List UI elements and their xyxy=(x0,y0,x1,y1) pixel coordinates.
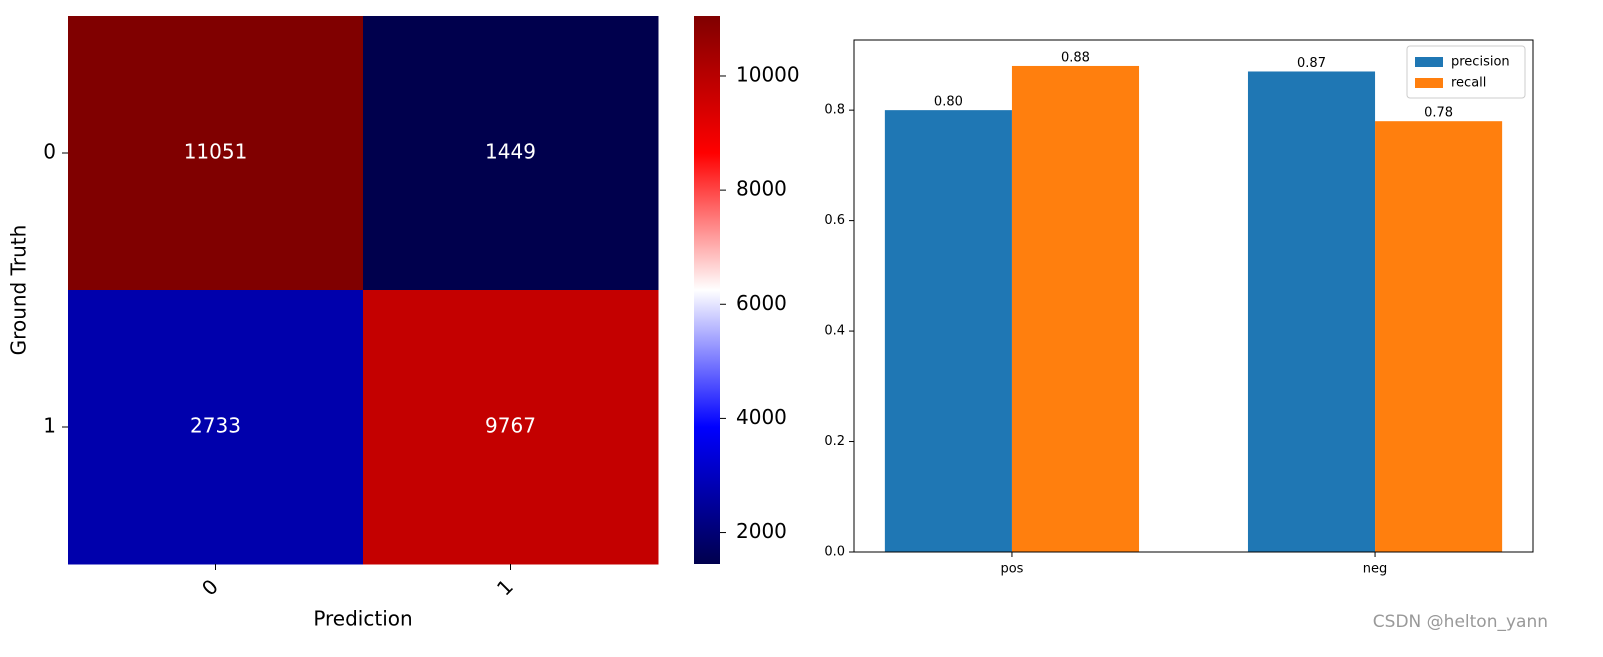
bar-value-label: 0.87 xyxy=(1297,56,1326,71)
y-tick-label: 0.8 xyxy=(824,103,845,118)
x-tick-label: neg xyxy=(1363,562,1388,577)
bar xyxy=(884,110,1012,552)
y-tick-label: 0.2 xyxy=(824,434,845,449)
heatmap-cell xyxy=(68,290,364,565)
y-tick-label: 0.6 xyxy=(824,213,845,228)
colorbar-tick-label: 4000 xyxy=(736,405,787,429)
x-tick-label: 0 xyxy=(197,574,223,600)
legend-swatch xyxy=(1415,78,1443,88)
y-axis-label: Ground Truth xyxy=(7,225,31,356)
bar xyxy=(1375,121,1503,552)
bar-value-label: 0.88 xyxy=(1061,50,1090,65)
colorbar-tick-label: 8000 xyxy=(736,177,787,201)
bar xyxy=(1011,65,1140,552)
x-tick-label: pos xyxy=(1000,562,1023,577)
colorbar-tick-label: 6000 xyxy=(736,291,787,315)
y-tick-label: 0 xyxy=(43,140,56,164)
y-tick-label: 0.4 xyxy=(824,324,845,339)
plot-frame xyxy=(853,39,1534,553)
bar-value-label: 0.80 xyxy=(934,95,963,110)
y-tick-label: 0.0 xyxy=(824,545,845,560)
bar-value-label: 0.78 xyxy=(1424,106,1453,121)
cell-label: 9767 xyxy=(485,414,536,438)
cell-label: 2733 xyxy=(190,414,241,438)
heatmap-cell xyxy=(363,290,659,565)
cell-label: 11051 xyxy=(184,140,248,164)
colorbar-tick-label: 2000 xyxy=(736,519,787,543)
colorbar xyxy=(694,16,720,564)
colorbar-tick-label: 10000 xyxy=(736,62,800,86)
x-axis-label: Prediction xyxy=(313,607,412,631)
legend-swatch xyxy=(1415,57,1443,67)
watermark: CSDN @helton_yann xyxy=(1373,612,1548,632)
legend-label: precision xyxy=(1451,55,1510,70)
y-tick-label: 1 xyxy=(43,414,56,438)
heatmap-cell xyxy=(68,16,364,291)
cell-label: 1449 xyxy=(485,140,536,164)
x-tick-label: 1 xyxy=(492,574,518,600)
bar xyxy=(1247,71,1376,552)
legend-label: recall xyxy=(1451,76,1486,91)
heatmap-cell xyxy=(363,16,659,291)
